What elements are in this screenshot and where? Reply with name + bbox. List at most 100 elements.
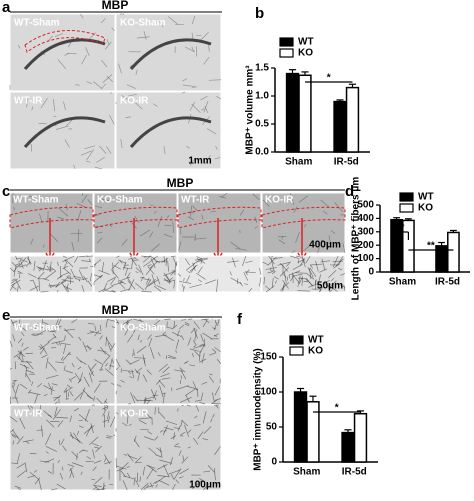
texture <box>279 262 288 272</box>
texture <box>201 381 208 385</box>
texture <box>166 326 173 329</box>
texture <box>267 271 273 274</box>
texture <box>301 277 303 286</box>
bar <box>293 391 308 463</box>
texture <box>107 342 112 352</box>
texture <box>11 385 16 393</box>
texture <box>126 322 130 329</box>
texture <box>206 128 217 135</box>
image-label: KO-Sham <box>120 323 166 334</box>
texture <box>113 434 116 437</box>
texture <box>93 383 101 393</box>
texture <box>199 31 209 41</box>
x-tick-label: IR-5d <box>342 467 367 478</box>
texture <box>71 241 75 251</box>
texture <box>159 459 172 464</box>
texture <box>120 380 125 383</box>
texture <box>193 344 197 348</box>
texture <box>191 15 196 25</box>
texture <box>133 349 135 356</box>
texture <box>163 427 174 431</box>
texture <box>175 261 178 266</box>
texture <box>184 323 190 327</box>
texture <box>273 276 279 280</box>
texture <box>63 386 73 393</box>
texture <box>100 363 104 371</box>
texture <box>209 373 213 376</box>
texture <box>115 412 119 415</box>
texture <box>342 243 346 254</box>
texture <box>146 468 154 480</box>
texture <box>20 258 28 263</box>
legend-label: KO <box>308 346 323 357</box>
texture <box>106 437 111 439</box>
texture <box>38 278 41 292</box>
texture <box>147 334 153 340</box>
texture <box>19 383 28 390</box>
texture <box>89 273 92 282</box>
texture <box>167 260 169 272</box>
texture <box>263 276 266 285</box>
texture <box>147 278 156 287</box>
texture <box>134 216 140 224</box>
texture <box>235 248 247 251</box>
texture <box>47 414 52 417</box>
texture <box>98 269 110 275</box>
texture <box>274 280 277 284</box>
texture <box>34 469 37 473</box>
texture <box>303 245 310 252</box>
texture <box>340 284 345 288</box>
texture <box>45 374 59 379</box>
tissue-outline <box>23 116 106 148</box>
texture <box>133 257 139 261</box>
texture <box>62 351 71 361</box>
image-label: WT-Sham <box>13 195 59 206</box>
texture <box>163 272 171 283</box>
texture <box>254 225 258 229</box>
texture <box>159 447 163 457</box>
texture <box>162 392 166 394</box>
texture <box>86 149 95 161</box>
texture <box>47 336 56 343</box>
texture <box>13 206 15 211</box>
texture <box>62 255 67 258</box>
y-tick-label: 0 <box>368 267 374 278</box>
texture <box>151 243 161 252</box>
texture <box>189 101 196 111</box>
texture <box>154 407 156 415</box>
texture <box>116 255 120 258</box>
texture <box>133 477 136 486</box>
panel-label: e <box>2 307 10 324</box>
texture <box>73 164 76 169</box>
texture <box>31 381 34 386</box>
texture <box>162 366 170 374</box>
texture <box>188 160 192 166</box>
texture <box>118 259 127 264</box>
texture <box>60 356 64 361</box>
texture <box>104 454 111 465</box>
scale-label: 1mm <box>188 156 211 167</box>
texture <box>212 413 215 418</box>
texture <box>152 255 159 260</box>
texture <box>259 267 262 275</box>
texture <box>81 278 88 280</box>
texture <box>211 402 222 405</box>
images: WT-Sham KO-Sham WT-IR KO-IR 1mm WT-Sham KO-Sha… <box>9 13 346 491</box>
texture <box>210 210 217 213</box>
texture <box>41 354 48 359</box>
texture <box>343 284 346 292</box>
micrograph <box>9 192 94 254</box>
texture <box>290 275 294 282</box>
micrograph <box>115 13 222 92</box>
texture <box>142 466 145 476</box>
texture <box>130 258 137 266</box>
texture <box>58 341 61 346</box>
scale-label: 400μm <box>309 240 341 251</box>
texture <box>210 418 213 423</box>
texture <box>293 206 298 213</box>
texture <box>269 267 272 271</box>
texture <box>86 81 93 84</box>
texture <box>227 260 239 263</box>
texture <box>92 486 97 491</box>
texture <box>59 472 63 480</box>
